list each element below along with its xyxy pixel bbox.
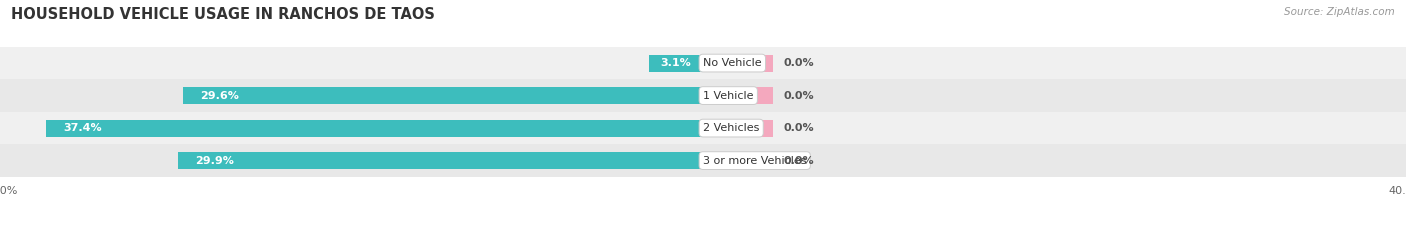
Bar: [0, 79, 1406, 112]
Text: 29.6%: 29.6%: [201, 91, 239, 101]
Text: 0.0%: 0.0%: [785, 156, 814, 166]
Bar: [703, 87, 773, 104]
Bar: [0, 112, 1406, 144]
Bar: [703, 120, 773, 137]
Text: 0.0%: 0.0%: [785, 91, 814, 101]
Bar: [703, 152, 773, 169]
Text: Source: ZipAtlas.com: Source: ZipAtlas.com: [1284, 7, 1395, 17]
Text: 0.0%: 0.0%: [785, 123, 814, 133]
Text: 1 Vehicle: 1 Vehicle: [703, 91, 754, 101]
Bar: [0, 47, 1406, 79]
Bar: [648, 55, 703, 72]
Text: 0.0%: 0.0%: [785, 58, 814, 68]
Bar: [703, 55, 773, 72]
Text: 37.4%: 37.4%: [63, 123, 101, 133]
Legend: Owner-occupied, Renter-occupied: Owner-occupied, Renter-occupied: [575, 230, 831, 233]
Bar: [46, 120, 703, 137]
Bar: [0, 144, 1406, 177]
Text: 3.1%: 3.1%: [661, 58, 692, 68]
Text: 2 Vehicles: 2 Vehicles: [703, 123, 759, 133]
Bar: [177, 152, 703, 169]
Text: No Vehicle: No Vehicle: [703, 58, 762, 68]
Text: 29.9%: 29.9%: [195, 156, 233, 166]
Text: 3 or more Vehicles: 3 or more Vehicles: [703, 156, 807, 166]
Bar: [183, 87, 703, 104]
Text: HOUSEHOLD VEHICLE USAGE IN RANCHOS DE TAOS: HOUSEHOLD VEHICLE USAGE IN RANCHOS DE TA…: [11, 7, 434, 22]
